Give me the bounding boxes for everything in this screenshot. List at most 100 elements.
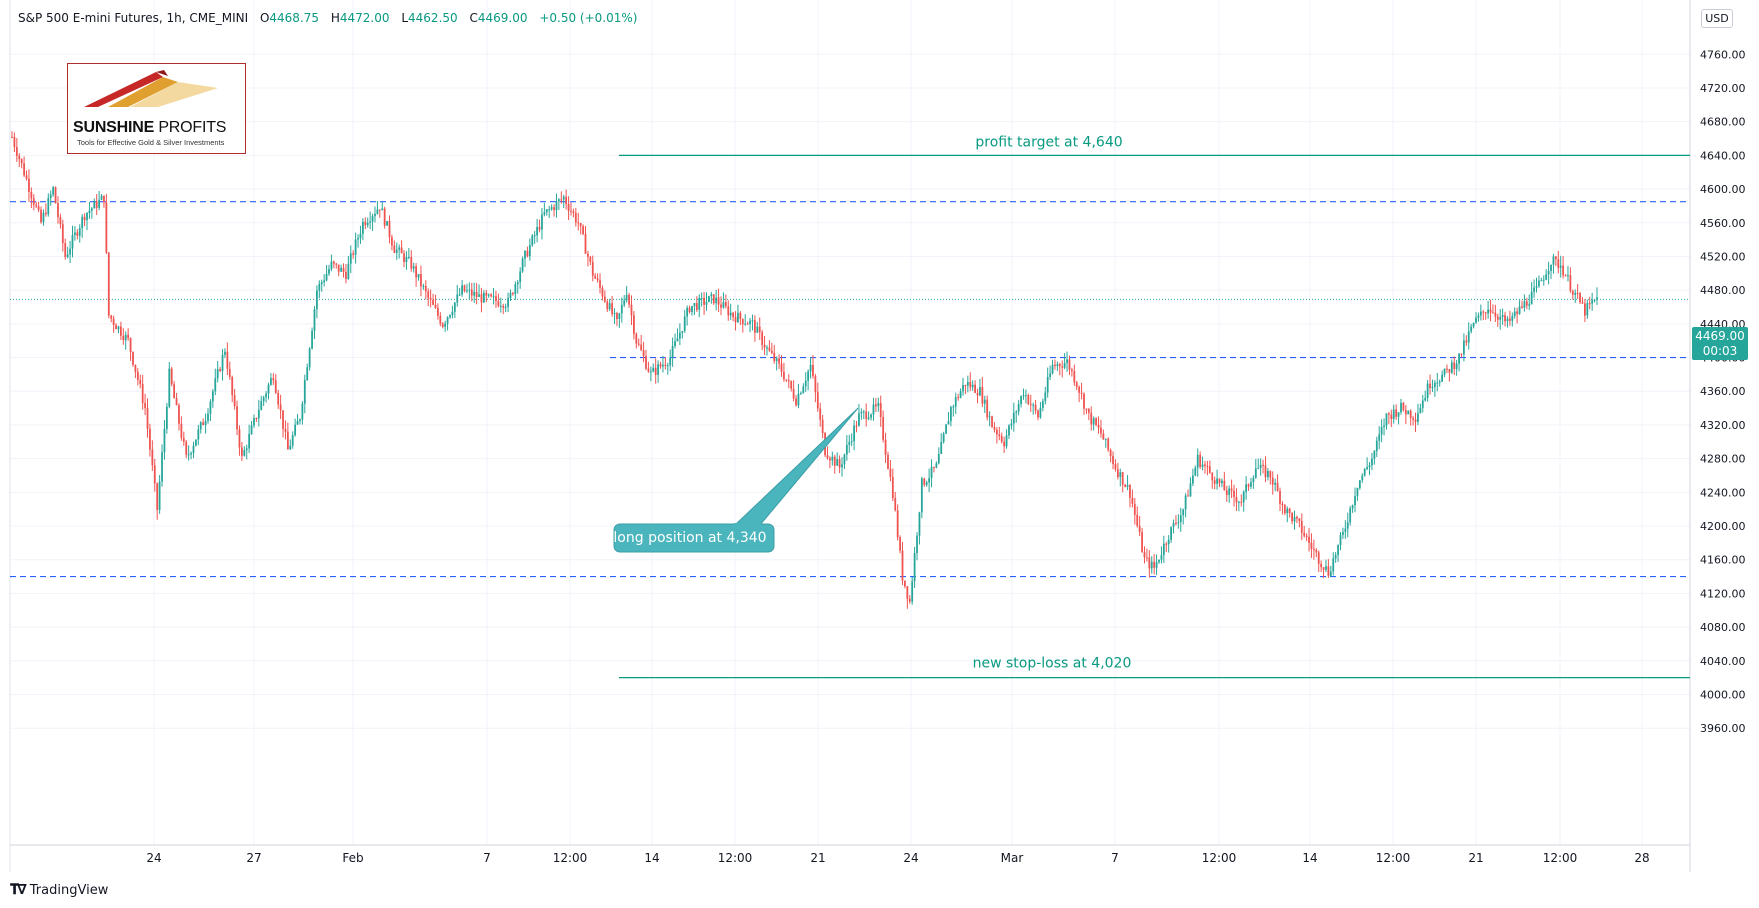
candle-body <box>1114 464 1117 470</box>
candle-body <box>686 307 689 317</box>
candle-body <box>398 247 401 250</box>
candle-body <box>417 274 420 278</box>
candle-body <box>741 318 744 325</box>
candle-body <box>1443 368 1446 375</box>
x-tick-label: 14 <box>1302 851 1317 865</box>
candle-body <box>640 344 643 351</box>
y-tick-label: 4000.00 <box>1700 689 1746 702</box>
candle-body <box>393 245 396 253</box>
candle-body <box>582 226 584 235</box>
candle-body <box>971 384 974 388</box>
candle-body <box>1385 413 1388 426</box>
candle-body <box>969 382 972 388</box>
candle-body <box>311 330 313 349</box>
candle-body <box>386 221 388 226</box>
candle-body <box>1032 404 1035 406</box>
candle-body <box>633 315 635 334</box>
y-tick-label: 4120.00 <box>1700 587 1746 600</box>
candle-body <box>935 463 938 468</box>
candle-body <box>1102 433 1105 440</box>
candle-body <box>32 198 35 205</box>
candle-body <box>354 239 357 255</box>
candle-body <box>516 282 519 285</box>
candle-body <box>487 294 490 296</box>
candle-body <box>485 292 488 296</box>
candle-body <box>751 320 754 322</box>
candle-body <box>1327 566 1330 576</box>
candle-body <box>826 455 829 459</box>
candle-body <box>1463 340 1465 355</box>
y-tick-label: 4600.00 <box>1700 183 1746 196</box>
candle-body <box>405 257 408 263</box>
candle-body <box>436 307 439 316</box>
candle-body <box>400 247 403 254</box>
candle-body <box>270 378 272 385</box>
candle-body <box>335 263 338 265</box>
candle-body <box>1257 468 1260 470</box>
low-value: 4462.50 <box>408 11 458 25</box>
candle-body <box>1591 300 1594 304</box>
candle-body <box>662 364 664 367</box>
candle-body <box>1513 311 1516 317</box>
candle-body <box>1479 311 1482 316</box>
candle-body <box>976 392 979 396</box>
sunshine-profits-logo: SUNSHINE PROFITS Tools for Effective Gol… <box>67 63 246 154</box>
candle-body <box>722 302 725 308</box>
candle-body <box>1250 482 1252 487</box>
candle-body <box>129 338 132 352</box>
candle-body <box>359 233 362 239</box>
candle-body <box>1387 413 1390 415</box>
candle-body <box>816 392 819 409</box>
candle-body <box>294 424 297 436</box>
candle-body <box>1392 409 1395 419</box>
candle-body <box>378 209 381 211</box>
candle-body <box>236 406 238 430</box>
candle-body <box>347 263 350 279</box>
candle-body <box>611 303 614 315</box>
candle-body <box>1322 567 1325 570</box>
candle-body <box>1450 362 1453 373</box>
x-tick-label: 21 <box>810 851 825 865</box>
candle-body <box>841 464 843 468</box>
candle-body <box>144 402 146 409</box>
candle-body <box>720 304 722 308</box>
candle-body <box>1000 436 1003 442</box>
candle-body <box>66 254 69 258</box>
candle-body <box>601 287 604 297</box>
candle-body <box>197 429 200 440</box>
candle-body <box>1191 475 1194 484</box>
candle-body <box>904 580 906 587</box>
currency-button[interactable]: USD <box>1701 9 1733 28</box>
candle-body <box>1175 523 1177 525</box>
candle-body <box>1402 402 1405 411</box>
candle-body <box>1588 303 1591 305</box>
candle-body <box>1342 531 1344 536</box>
candle-body <box>906 586 909 599</box>
tradingview-brand[interactable]: 𝐓∇ TradingView <box>10 882 108 898</box>
candle-body <box>887 454 889 469</box>
candle-body <box>492 296 495 298</box>
candle-body <box>654 367 657 375</box>
candle-body <box>274 380 277 393</box>
candle-body <box>1329 571 1332 576</box>
candle-body <box>807 371 810 381</box>
candle-body <box>1061 366 1064 368</box>
candle-body <box>1404 410 1407 415</box>
candle-body <box>1199 454 1202 467</box>
candle-body <box>303 380 306 404</box>
candle-body <box>1286 508 1289 514</box>
candle-body <box>770 350 773 353</box>
candle-body <box>308 348 311 368</box>
candle-body <box>1242 491 1245 503</box>
y-tick-label: 3960.00 <box>1700 722 1746 735</box>
candle-body <box>637 343 640 345</box>
candle-body <box>577 222 580 224</box>
candle-body <box>1085 408 1088 410</box>
x-tick-label: 12:00 <box>1202 851 1237 865</box>
candle-body <box>870 414 872 418</box>
candle-body <box>100 195 103 200</box>
candle-body <box>1092 418 1095 425</box>
candle-body <box>1325 566 1327 570</box>
candle-body <box>591 261 594 276</box>
